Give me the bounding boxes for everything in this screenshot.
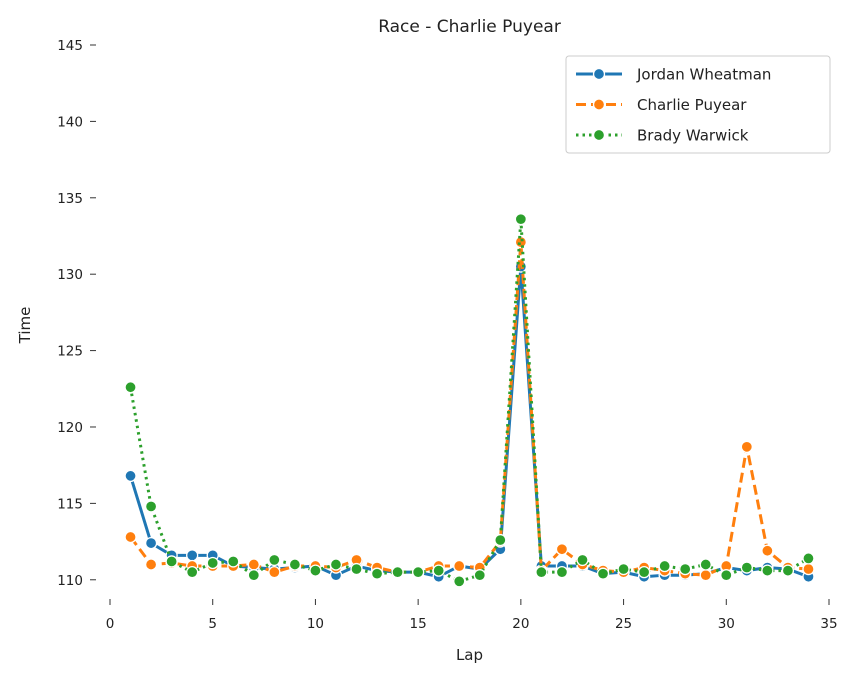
data-point [391, 565, 404, 579]
data-point [596, 567, 610, 580]
y-axis: 110 115 120 125 130 135 140 145 [57, 38, 96, 589]
legend-frame [565, 55, 831, 154]
data-point [144, 500, 158, 513]
data-point [658, 559, 671, 573]
series-1 [124, 235, 815, 582]
data-point [453, 559, 466, 573]
y-tick-label: 125 [57, 344, 83, 360]
data-point [555, 565, 569, 579]
data-point [473, 569, 486, 582]
data-point [699, 558, 712, 571]
legend-entry: Brady Warwick [576, 127, 749, 145]
data-point [535, 565, 548, 579]
y-tick-label: 110 [57, 573, 83, 589]
data-point [206, 556, 219, 570]
legend-entry: Charlie Puyear [576, 96, 747, 114]
legend-marker [592, 67, 606, 81]
data-point [268, 565, 281, 579]
y-tick-label: 145 [57, 38, 83, 54]
legend-label: Brady Warwick [637, 127, 749, 145]
data-point [432, 564, 445, 577]
data-point [247, 558, 260, 571]
y-tick-label: 135 [57, 191, 83, 207]
x-tick-label: 25 [615, 616, 632, 632]
data-point [309, 564, 322, 577]
y-axis-label: Time [16, 307, 34, 345]
x-tick-label: 20 [512, 616, 529, 632]
plot-series [124, 213, 815, 588]
data-point [453, 575, 466, 588]
data-point [350, 562, 363, 576]
data-point [617, 562, 630, 576]
data-point [576, 553, 589, 567]
y-tick-label: 120 [57, 420, 83, 436]
data-point [781, 564, 795, 577]
data-point [514, 213, 528, 226]
data-point [144, 536, 158, 550]
data-point [124, 381, 137, 394]
data-point [329, 558, 343, 571]
data-point [740, 561, 753, 574]
x-tick-label: 10 [307, 616, 324, 632]
data-point [124, 469, 137, 483]
data-point [802, 552, 815, 565]
series-line [129, 265, 809, 579]
x-tick-label: 30 [718, 616, 735, 632]
legend-marker [592, 98, 606, 111]
data-point [124, 530, 137, 544]
data-point [165, 555, 178, 568]
data-point [699, 569, 712, 582]
data-point [679, 562, 692, 576]
data-point [411, 565, 425, 579]
data-point [144, 558, 158, 571]
data-point [761, 544, 774, 557]
legend-marker [592, 128, 606, 142]
y-tick-label: 140 [57, 114, 83, 130]
data-point [186, 565, 199, 579]
x-tick-label: 5 [208, 616, 217, 632]
data-point [720, 569, 733, 582]
data-point [637, 565, 651, 579]
x-tick-label: 0 [106, 616, 115, 632]
data-point [761, 564, 774, 577]
chart-title: Race - Charlie Puyear [378, 17, 561, 37]
data-point [740, 440, 753, 453]
legend-label: Jordan Wheatman [636, 66, 771, 84]
series-2 [124, 213, 815, 588]
data-point [247, 569, 260, 582]
data-point [288, 558, 302, 571]
x-tick-label: 35 [820, 616, 837, 632]
data-point [186, 549, 199, 562]
y-tick-label: 115 [57, 496, 83, 512]
y-tick-label: 130 [57, 267, 83, 283]
data-point [555, 543, 569, 556]
data-point [268, 553, 281, 567]
x-axis: 0 5 10 15 20 25 30 35 [106, 599, 838, 632]
series-0 [124, 260, 815, 583]
series-line [129, 217, 810, 583]
data-point [227, 555, 240, 568]
legend-label: Charlie Puyear [637, 96, 747, 114]
legend-entry: Jordan Wheatman [576, 66, 771, 84]
legend: Jordan Wheatman Charlie Puyear Brady Warwi… [565, 55, 831, 154]
data-point [370, 567, 384, 580]
x-tick-label: 15 [410, 616, 427, 632]
x-axis-label: Lap [456, 646, 483, 664]
data-point [494, 533, 507, 547]
data-point [802, 562, 815, 576]
series-line [129, 240, 809, 577]
